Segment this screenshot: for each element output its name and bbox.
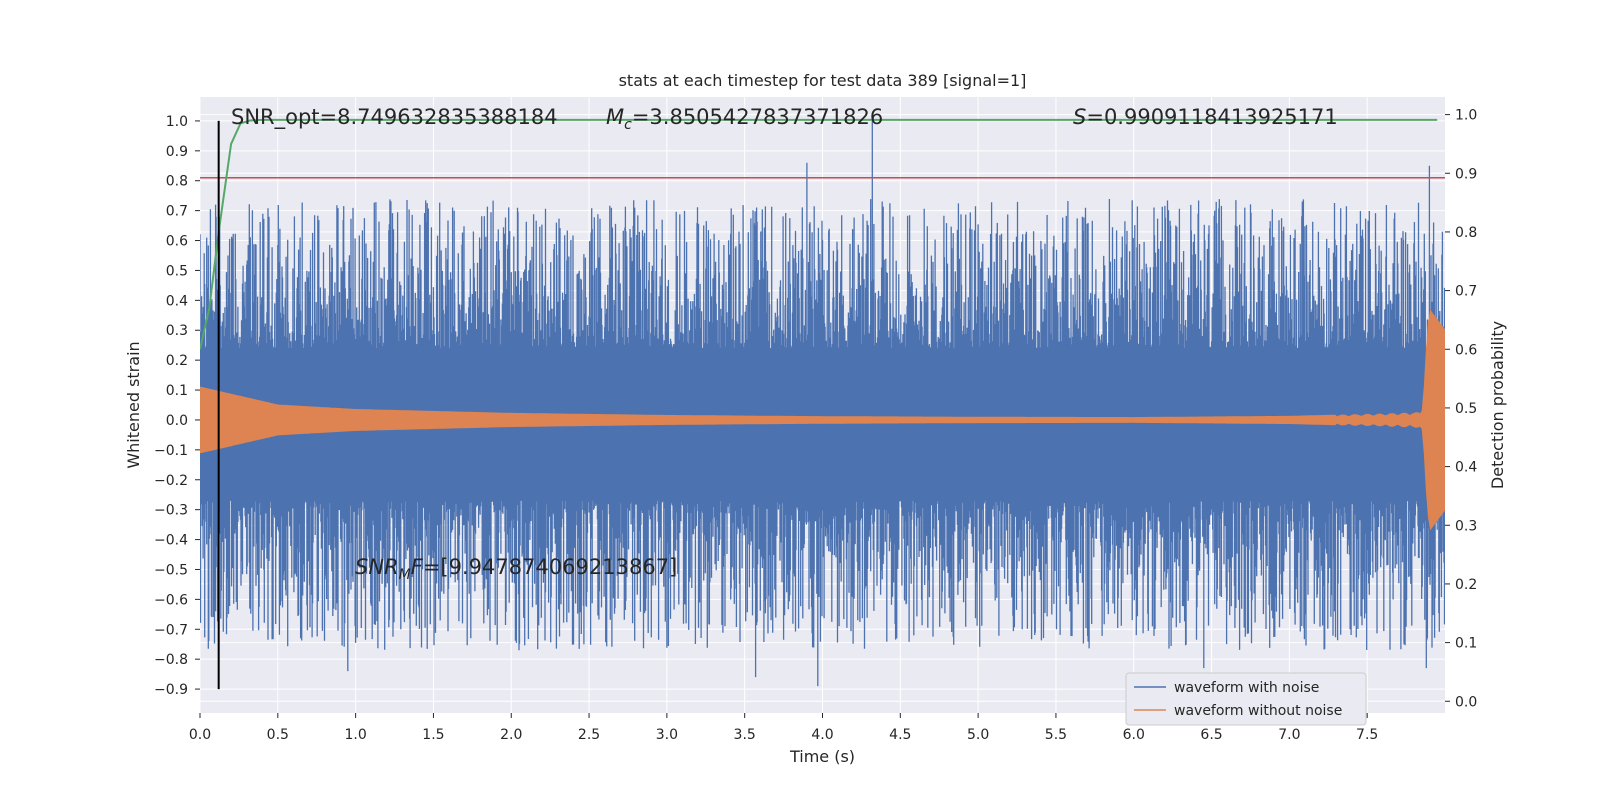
legend-box: [1125, 672, 1367, 726]
y-tick-label: 0.4: [166, 293, 188, 309]
y-tick-label: −0.1: [154, 443, 188, 459]
series-detection-probability: [200, 118, 1438, 350]
x-tick-label: 4.0: [811, 727, 833, 743]
annotation-s: S=0.9909118413925171: [1073, 105, 1338, 129]
y-tick-label: 1.0: [166, 114, 188, 130]
y2-tick-label: 0.7: [1455, 284, 1477, 300]
chirp-mass-symbol: M: [606, 105, 624, 129]
y2-tick-label: 0.4: [1455, 460, 1477, 476]
y2-tick-label: 0.6: [1455, 342, 1477, 358]
y-axis-label: Whitened strain: [124, 341, 143, 468]
x-tick-label: 6.5: [1200, 727, 1222, 743]
x-tick-label: 5.0: [967, 727, 989, 743]
legend-label-noise: waveform with noise: [1174, 680, 1319, 696]
y-tick-label: 0.9: [166, 144, 188, 160]
y2-tick-label: 0.2: [1455, 577, 1477, 593]
y-tick-label: 0.7: [166, 204, 188, 220]
x-tick-label: 7.5: [1356, 727, 1378, 743]
y-tick-label: 0.6: [166, 234, 188, 250]
y-tick-label: −0.6: [154, 592, 188, 608]
snr-mf-tail: F: [411, 555, 424, 579]
s-symbol: S: [1073, 105, 1086, 129]
x-tick-label: 3.0: [656, 727, 678, 743]
series-layer: [200, 118, 1445, 690]
y2-tick-label: 0.8: [1455, 225, 1477, 241]
snr-mf-symbol: SNR: [355, 555, 399, 579]
x-tick-label: 5.5: [1045, 727, 1067, 743]
x-tick-label: 2.0: [500, 727, 522, 743]
snr-mf-value: =[9.947874069213867]: [423, 555, 677, 579]
y-tick-label: −0.3: [154, 503, 188, 519]
x-tick-label: 0.0: [189, 727, 211, 743]
y-tick-label: −0.8: [154, 652, 188, 668]
y-tick-label: 0.0: [166, 413, 188, 429]
y2-tick-label: 0.0: [1455, 694, 1477, 710]
y-tick-label: −0.2: [154, 473, 188, 489]
x-tick-label: 1.0: [344, 727, 366, 743]
y2-tick-label: 1.0: [1455, 108, 1477, 124]
chirp-mass-subscript: c: [624, 117, 632, 133]
snr-mf-subscript: M: [399, 567, 411, 583]
annotation-chirp-mass: Mc=3.8505427837371826: [606, 105, 883, 133]
x-tick-label: 2.5: [578, 727, 600, 743]
x-axis-label: Time (s): [789, 747, 855, 766]
x-tick-label: 1.5: [422, 727, 444, 743]
x-tick-label: 7.0: [1278, 727, 1300, 743]
y-axis-ticks: 1.0 0.9 0.8 0.7 0.6 0.5 0.4 0.3 0.2 0.1 0.0 −0.1 −0.…: [154, 114, 200, 698]
x-tick-label: 0.5: [267, 727, 289, 743]
y-tick-label: −0.7: [154, 622, 188, 638]
series-waveform-without-noise: [200, 309, 1445, 531]
annotation-snr-mf: SNRMF=[9.947874069213867]: [355, 555, 677, 583]
x-tick-label: 3.5: [734, 727, 756, 743]
y-tick-label: 0.5: [166, 263, 188, 279]
y-tick-label: 0.3: [166, 323, 188, 339]
y2-tick-label: 0.5: [1455, 401, 1477, 417]
annotation-snr-opt: SNR_opt=8.749632835388184: [231, 105, 558, 130]
y-tick-label: 0.1: [166, 383, 188, 399]
y2-tick-label: 0.1: [1455, 636, 1477, 652]
y-tick-label: −0.4: [154, 533, 188, 549]
legend: waveform with noise waveform without noi…: [1125, 672, 1367, 726]
y2-tick-label: 0.3: [1455, 518, 1477, 534]
x-tick-label: 6.0: [1123, 727, 1145, 743]
y-tick-label: −0.9: [154, 682, 188, 698]
y2-axis-label: Detection probability: [1488, 321, 1507, 489]
x-tick-label: 4.5: [889, 727, 911, 743]
y2-tick-label: 0.9: [1455, 166, 1477, 182]
chart-title: stats at each timestep for test data 389…: [619, 71, 1027, 90]
y-tick-label: 0.2: [166, 353, 188, 369]
s-value: =0.9909118413925171: [1086, 105, 1337, 129]
y-tick-label: −0.5: [154, 562, 188, 578]
y2-axis-ticks: 1.0 0.9 0.8 0.7 0.6 0.5 0.4 0.3 0.2 0.1 0.0: [1445, 108, 1477, 710]
legend-label-clean: waveform without noise: [1174, 703, 1342, 719]
y-tick-label: 0.8: [166, 174, 188, 190]
chirp-mass-value: =3.8505427837371826: [632, 105, 883, 129]
